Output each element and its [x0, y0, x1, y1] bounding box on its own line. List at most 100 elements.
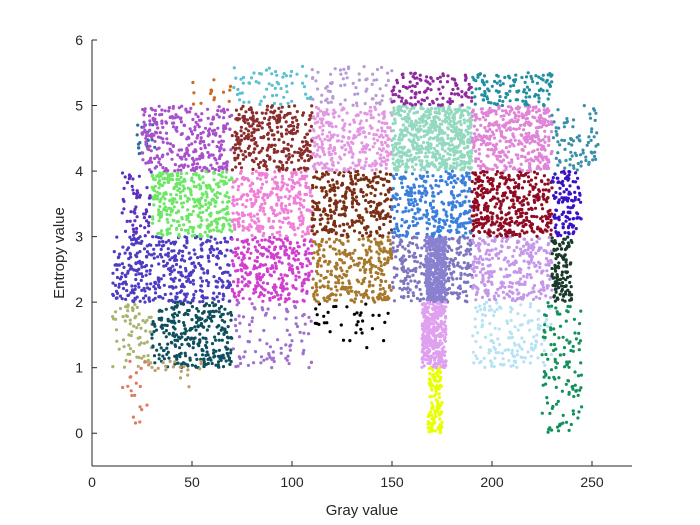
- data-point: [287, 262, 291, 266]
- data-point: [363, 150, 367, 154]
- data-point: [378, 287, 382, 291]
- data-point: [121, 315, 125, 319]
- data-point: [369, 113, 373, 117]
- data-point: [260, 126, 264, 130]
- data-point: [437, 396, 442, 400]
- data-point: [280, 261, 284, 265]
- data-point: [433, 377, 437, 381]
- data-point: [383, 177, 387, 181]
- data-point: [199, 243, 203, 247]
- data-point: [258, 190, 262, 194]
- data-point: [429, 410, 433, 414]
- data-point: [209, 250, 213, 254]
- data-point: [384, 150, 388, 154]
- data-point: [380, 121, 384, 125]
- data-point: [433, 271, 437, 275]
- data-point: [240, 258, 244, 262]
- data-point: [219, 240, 223, 245]
- data-point: [266, 137, 271, 141]
- data-point: [163, 205, 168, 209]
- data-point: [336, 278, 341, 282]
- data-point: [208, 229, 212, 233]
- data-point: [284, 84, 289, 88]
- data-point: [438, 310, 442, 314]
- data-point: [464, 280, 468, 285]
- data-point: [216, 181, 220, 185]
- data-point: [359, 327, 363, 331]
- data-point: [239, 107, 243, 111]
- data-point: [205, 192, 209, 196]
- data-point: [240, 280, 244, 284]
- data-point: [117, 285, 121, 289]
- data-point: [111, 315, 115, 319]
- data-point: [157, 357, 161, 361]
- data-point: [195, 320, 199, 325]
- data-point: [432, 264, 436, 268]
- data-point: [285, 187, 289, 191]
- data-point: [413, 259, 417, 263]
- data-point: [251, 114, 255, 118]
- data-point: [334, 293, 338, 297]
- data-point: [194, 120, 198, 124]
- data-point: [138, 195, 142, 199]
- data-point: [433, 365, 437, 369]
- data-point: [360, 299, 364, 304]
- data-point: [240, 251, 244, 255]
- data-point: [364, 160, 368, 164]
- data-point: [317, 259, 321, 263]
- data-point: [217, 157, 222, 161]
- data-point: [134, 273, 138, 277]
- data-point: [388, 238, 392, 242]
- data-point: [262, 159, 266, 163]
- data-point: [418, 287, 422, 292]
- data-point: [128, 235, 132, 239]
- data-point: [153, 145, 157, 149]
- data-point: [368, 245, 372, 249]
- data-point: [314, 185, 318, 189]
- data-point: [424, 342, 428, 346]
- data-point: [322, 248, 326, 252]
- data-point: [161, 177, 165, 181]
- data-point: [257, 121, 261, 125]
- data-point: [357, 219, 361, 223]
- data-point: [270, 72, 274, 76]
- data-point: [230, 113, 234, 117]
- data-point: [280, 105, 284, 109]
- data-point: [385, 134, 389, 138]
- data-point: [157, 262, 161, 266]
- data-point: [438, 179, 442, 183]
- data-point: [168, 231, 172, 235]
- data-point: [355, 104, 359, 108]
- data-point: [173, 305, 177, 309]
- data-point: [206, 269, 210, 273]
- data-point: [326, 101, 330, 105]
- data-point: [195, 315, 199, 319]
- data-point: [362, 146, 367, 150]
- data-point: [226, 279, 230, 283]
- data-point: [200, 248, 204, 252]
- data-point: [346, 290, 350, 294]
- data-point: [277, 237, 281, 241]
- data-point: [399, 238, 403, 242]
- data-point: [266, 195, 270, 200]
- data-point: [177, 270, 181, 274]
- data-point: [164, 335, 168, 339]
- data-point: [386, 250, 390, 254]
- data-point: [234, 329, 239, 333]
- data-point: [191, 172, 196, 176]
- data-point: [416, 246, 420, 250]
- data-point: [249, 215, 253, 219]
- data-point: [207, 155, 211, 159]
- data-point: [263, 173, 268, 177]
- data-point: [123, 251, 127, 255]
- data-point: [218, 134, 222, 138]
- data-point: [287, 177, 291, 181]
- data-point: [189, 301, 193, 305]
- data-point: [182, 364, 186, 368]
- data-point: [333, 247, 337, 251]
- data-point: [139, 272, 144, 276]
- data-point: [301, 220, 305, 224]
- data-point: [379, 140, 384, 144]
- data-point: [361, 218, 365, 222]
- data-point: [293, 197, 297, 201]
